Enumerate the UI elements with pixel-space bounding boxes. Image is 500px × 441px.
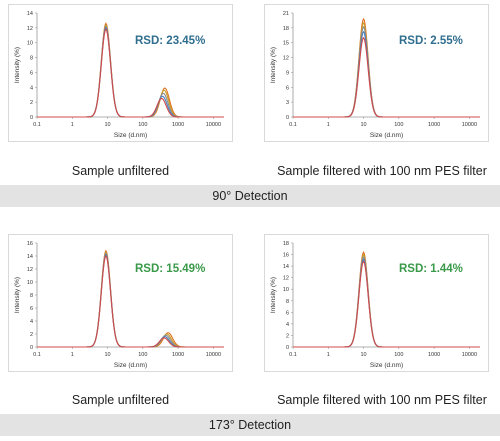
x-tick-label: 1 (71, 352, 74, 358)
chart-90-filtered: 0 3 6 9 12 15 18 21 0.1 1 10 100 1000 10000 Size (d.nm… (270, 11, 480, 139)
x-tick-label: 0.1 (289, 352, 297, 358)
y-tick-label: 12 (283, 276, 289, 282)
x-tick-label: 0.1 (33, 352, 41, 358)
y-tick-label: 16 (283, 253, 289, 259)
y-tick-label: 15 (283, 41, 289, 47)
x-tick-label: 1000 (172, 352, 184, 358)
x-tick-label: 1000 (428, 122, 440, 128)
x-tick-label: 1 (71, 122, 74, 128)
rsd-label: RSD: 1.44% (399, 263, 463, 275)
y-axis-title: Intensity (%) (270, 47, 277, 83)
y-tick-label: 14 (283, 264, 289, 270)
x-tick-label: 10000 (206, 352, 221, 358)
y-tick-label: 2 (30, 332, 33, 338)
y-tick-label: 18 (283, 26, 289, 32)
x-tick-label: 10 (104, 122, 110, 128)
y-tick-label: 0 (30, 345, 33, 351)
y-tick-label: 6 (30, 306, 33, 312)
y-tick-label: 8 (30, 293, 33, 299)
x-axis-title: Size (d.nm) (114, 132, 147, 139)
series-line (293, 260, 480, 348)
caption-173-filtered: Sample filtered with 100 nm PES filter (277, 393, 487, 407)
rsd-label: RSD: 15.49% (135, 263, 206, 275)
x-tick-label: 10 (104, 352, 110, 358)
chart-panel-173-filtered: 0 2 4 6 8 10 12 14 16 18 0.1 1 10 100 1000 10000 Size (d… (264, 234, 489, 372)
x-tick-label: 100 (394, 122, 403, 128)
y-tick-label: 12 (283, 56, 289, 62)
x-tick-label: 1000 (172, 122, 184, 128)
x-tick-label: 1 (327, 352, 330, 358)
y-tick-label: 9 (286, 70, 289, 76)
y-axis-title: Intensity (%) (14, 47, 21, 83)
x-tick-label: 10 (360, 352, 366, 358)
y-tick-label: 2 (286, 333, 289, 339)
y-tick-label: 4 (286, 322, 289, 328)
x-tick-label: 10000 (462, 122, 477, 128)
x-axis-title: Size (d.nm) (114, 362, 147, 369)
x-axis-title: Size (d.nm) (370, 362, 403, 369)
caption-90-unfiltered: Sample unfiltered (71, 164, 170, 178)
caption-90-filtered: Sample filtered with 100 nm PES filter (277, 164, 487, 178)
y-tick-label: 3 (286, 100, 289, 106)
x-tick-label: 10 (360, 122, 366, 128)
x-tick-label: 100 (394, 352, 403, 358)
y-tick-label: 14 (27, 11, 33, 17)
y-tick-label: 10 (27, 280, 33, 286)
y-tick-label: 16 (27, 241, 33, 247)
x-axis-title: Size (d.nm) (370, 132, 403, 139)
y-tick-label: 12 (27, 267, 33, 273)
y-tick-label: 18 (283, 241, 289, 247)
y-tick-label: 10 (27, 41, 33, 47)
y-tick-label: 4 (30, 85, 33, 91)
x-tick-label: 10000 (206, 122, 221, 128)
x-tick-label: 0.1 (33, 122, 41, 128)
y-tick-label: 8 (286, 299, 289, 305)
y-axis-title: Intensity (%) (270, 277, 277, 313)
caption-173-unfiltered: Sample unfiltered (71, 393, 170, 407)
y-tick-label: 2 (30, 100, 33, 106)
x-tick-label: 100 (138, 122, 147, 128)
y-tick-label: 6 (286, 85, 289, 91)
detection-label: 90° Detection (212, 189, 288, 203)
chart-173-unfiltered: 0 2 4 6 8 10 12 14 16 0.1 1 10 100 1000 10000 Size (d.n… (14, 241, 224, 369)
x-tick-label: 100 (138, 352, 147, 358)
y-tick-label: 4 (30, 319, 33, 325)
y-tick-label: 10 (283, 287, 289, 293)
y-tick-label: 14 (27, 254, 33, 260)
detection-band-90: 90° Detection (0, 185, 500, 207)
series-line (37, 28, 224, 118)
y-axis-title: Intensity (%) (14, 277, 21, 313)
series-line (293, 17, 480, 118)
chart-173-filtered: 0 2 4 6 8 10 12 14 16 18 0.1 1 10 100 1000 10000 Size (d… (270, 241, 480, 369)
y-tick-label: 0 (30, 115, 33, 121)
y-tick-label: 6 (286, 310, 289, 316)
chart-panel-173-unfiltered: 0 2 4 6 8 10 12 14 16 0.1 1 10 100 1000 10000 Size (d.n… (8, 234, 233, 372)
x-tick-label: 0.1 (289, 122, 297, 128)
chart-panel-90-filtered: 0 3 6 9 12 15 18 21 0.1 1 10 100 1000 10000 Size (d.nm… (264, 4, 489, 142)
rsd-label: RSD: 23.45% (135, 35, 206, 47)
x-tick-label: 10000 (462, 352, 477, 358)
y-tick-label: 21 (283, 11, 289, 17)
detection-band-173: 173° Detection (0, 414, 500, 436)
rsd-label: RSD: 2.55% (399, 35, 463, 47)
x-tick-label: 1 (327, 122, 330, 128)
y-tick-label: 6 (30, 70, 33, 76)
y-tick-label: 8 (30, 56, 33, 62)
x-tick-label: 1000 (428, 352, 440, 358)
y-tick-label: 12 (27, 26, 33, 32)
series-line (37, 254, 224, 348)
y-tick-label: 0 (286, 115, 289, 121)
y-tick-label: 0 (286, 345, 289, 351)
detection-label: 173° Detection (208, 418, 292, 432)
chart-panel-90-unfiltered: 0 2 4 6 8 10 12 14 0.1 1 10 100 1000 10000 Size (d.nm)… (8, 4, 233, 142)
chart-90-unfiltered: 0 2 4 6 8 10 12 14 0.1 1 10 100 1000 10000 Size (d.nm)… (14, 11, 224, 139)
series-line (293, 36, 480, 118)
